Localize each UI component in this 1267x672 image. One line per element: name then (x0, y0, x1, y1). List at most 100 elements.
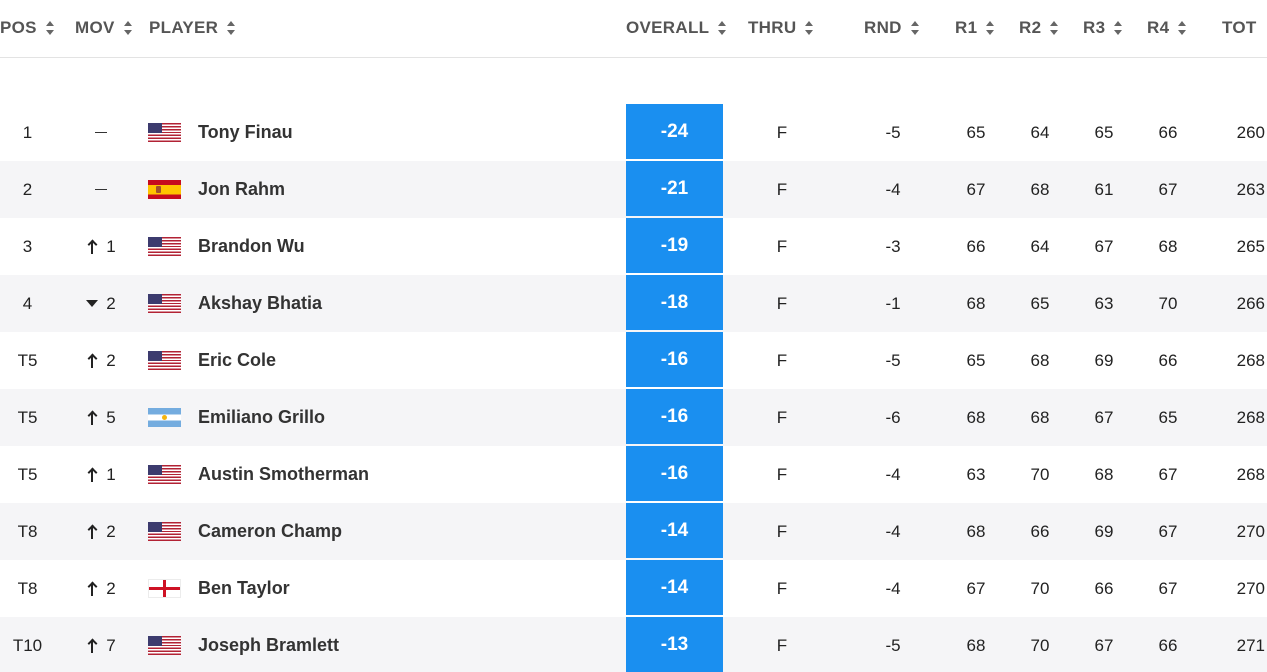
table-row[interactable]: T5 2 Eric Cole -16 F -5 65 68 69 66 268 (0, 332, 1267, 389)
sort-icon (1050, 21, 1059, 35)
column-label: PLAYER (149, 18, 219, 37)
position-cell: T8 (17, 578, 38, 598)
r1-cell: 67 (966, 179, 986, 199)
total-cell: 266 (1236, 293, 1265, 313)
thru-cell: F (776, 179, 788, 199)
table-row[interactable]: 4 2 Akshay Bhatia -18 F -1 68 65 63 70 2… (0, 275, 1267, 332)
table-row[interactable]: T8 2 Cameron Champ -14 F -4 68 66 69 67 … (0, 503, 1267, 560)
arrow-up-icon (86, 582, 98, 596)
arrow-up-icon (86, 411, 98, 425)
round-score-cell: -5 (885, 635, 901, 655)
movement-value: 2 (106, 293, 116, 313)
column-header-r3[interactable]: R3 (1083, 0, 1123, 56)
table-row[interactable]: T10 7 Joseph Bramlett -13 F -5 68 70 67 … (0, 617, 1267, 672)
position-cell: 2 (22, 179, 33, 199)
position-cell: T8 (17, 521, 38, 541)
r4-cell: 66 (1158, 635, 1178, 655)
total-cell: 268 (1236, 407, 1265, 427)
table-row[interactable]: T5 1 Austin Smotherman -16 F -4 63 70 68… (0, 446, 1267, 503)
player-name[interactable]: Cameron Champ (198, 521, 343, 541)
overall-score: -14 (626, 560, 723, 615)
column-label: THRU (748, 18, 797, 37)
r1-cell: 65 (966, 122, 986, 142)
overall-score: -24 (626, 104, 723, 159)
overall-score: -13 (626, 617, 723, 672)
position-cell: 1 (22, 122, 33, 142)
table-row[interactable]: 1 Tony Finau -24 F -5 65 64 65 66 260 (0, 104, 1267, 161)
movement-cell (72, 161, 130, 218)
movement-cell (72, 104, 130, 161)
player-name[interactable]: Emiliano Grillo (198, 407, 326, 427)
r1-cell: 67 (966, 578, 986, 598)
movement-value: 2 (106, 578, 116, 598)
movement-cell: 7 (72, 617, 130, 672)
column-header-thru[interactable]: THRU (748, 0, 814, 56)
player-name[interactable]: Eric Cole (198, 350, 277, 370)
column-header-overall[interactable]: OVERALL (626, 0, 727, 56)
r2-cell: 64 (1030, 122, 1050, 142)
thru-cell: F (776, 578, 788, 598)
arrow-up-icon (86, 354, 98, 368)
table-row[interactable]: 2 Jon Rahm -21 F -4 67 68 61 67 263 (0, 161, 1267, 218)
position-cell: T5 (17, 350, 38, 370)
table-row[interactable]: 3 1 Brandon Wu -19 F -3 66 64 67 68 265 (0, 218, 1267, 275)
r2-cell: 68 (1030, 350, 1050, 370)
arrow-up-icon (86, 639, 98, 653)
r1-cell: 68 (966, 407, 986, 427)
usa-flag-icon (148, 465, 181, 484)
round-score-cell: -4 (885, 464, 901, 484)
thru-cell: F (776, 122, 788, 142)
player-name[interactable]: Jon Rahm (198, 179, 286, 199)
r3-cell: 65 (1094, 122, 1114, 142)
r3-cell: 69 (1094, 521, 1114, 541)
england-flag-icon (148, 579, 181, 598)
column-label: R2 (1019, 18, 1042, 37)
sort-icon (718, 21, 727, 35)
usa-flag-icon (148, 294, 181, 313)
position-cell: 3 (22, 236, 33, 256)
sort-icon (805, 21, 814, 35)
player-name[interactable]: Ben Taylor (198, 578, 290, 598)
column-header-r1[interactable]: R1 (955, 0, 995, 56)
thru-cell: F (776, 635, 788, 655)
player-name[interactable]: Akshay Bhatia (198, 293, 323, 313)
overall-score: -16 (626, 332, 723, 387)
column-header-rnd[interactable]: RND (864, 0, 920, 56)
column-label: R3 (1083, 18, 1106, 37)
arrow-up-icon (86, 240, 98, 254)
player-name[interactable]: Brandon Wu (198, 236, 305, 256)
movement-value: 1 (106, 464, 116, 484)
r4-cell: 68 (1158, 236, 1178, 256)
movement-cell: 1 (72, 446, 130, 503)
sort-icon (1114, 21, 1123, 35)
table-row[interactable]: T8 2 Ben Taylor -14 F -4 67 70 66 67 270 (0, 560, 1267, 617)
player-name[interactable]: Tony Finau (198, 122, 293, 142)
player-name[interactable]: Austin Smotherman (198, 464, 370, 484)
usa-flag-icon (148, 636, 181, 655)
column-header-player[interactable]: PLAYER (149, 0, 236, 56)
overall-score: -14 (626, 503, 723, 558)
position-cell: T5 (17, 407, 38, 427)
r3-cell: 68 (1094, 464, 1114, 484)
r1-cell: 68 (966, 521, 986, 541)
table-row[interactable]: T5 5 Emiliano Grillo -16 F -6 68 68 67 6… (0, 389, 1267, 446)
r2-cell: 70 (1030, 464, 1050, 484)
r3-cell: 66 (1094, 578, 1114, 598)
sort-icon (227, 21, 236, 35)
r4-cell: 67 (1158, 578, 1178, 598)
movement-value: 2 (106, 350, 116, 370)
thru-cell: F (776, 236, 788, 256)
movement-value: 2 (106, 521, 116, 541)
arrow-up-icon (86, 468, 98, 482)
column-header-pos[interactable]: POS (0, 0, 55, 56)
column-header-mov[interactable]: MOV (75, 0, 133, 56)
player-name[interactable]: Joseph Bramlett (198, 635, 340, 655)
r4-cell: 67 (1158, 464, 1178, 484)
thru-cell: F (776, 293, 788, 313)
column-header-r2[interactable]: R2 (1019, 0, 1059, 56)
column-label: OVERALL (626, 18, 710, 37)
column-header-r4[interactable]: R4 (1147, 0, 1187, 56)
sort-icon (910, 21, 920, 35)
column-header-tot[interactable]: TOT (1222, 0, 1257, 56)
round-score-cell: -6 (885, 407, 901, 427)
